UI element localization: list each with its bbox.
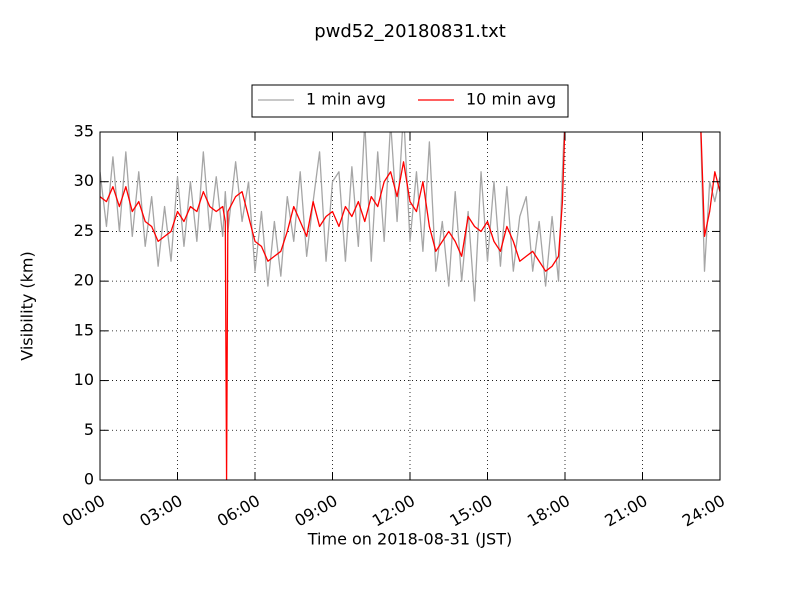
plot-lines [100, 132, 720, 480]
y-tick-label: 10 [74, 370, 94, 389]
legend-label: 10 min avg [466, 90, 556, 109]
x-axis-label: Time on 2018-08-31 (JST) [307, 530, 512, 549]
y-axis-label: Visibility (km) [18, 251, 37, 360]
legend: 1 min avg 10 min avg [258, 90, 556, 109]
y-tick-label: 0 [84, 470, 94, 489]
y-tick-label: 5 [84, 420, 94, 439]
chart-title: pwd52_20180831.txt [314, 21, 506, 42]
y-tick-label: 35 [74, 122, 94, 141]
legend-box [251, 84, 569, 118]
y-tick-label: 15 [74, 320, 94, 339]
legend-label: 1 min avg [306, 90, 386, 109]
y-tick-label: 30 [74, 171, 94, 190]
series-line [100, 132, 720, 302]
y-tick-label: 20 [74, 271, 94, 290]
series-line [100, 132, 720, 480]
y-tick-label: 25 [74, 221, 94, 240]
